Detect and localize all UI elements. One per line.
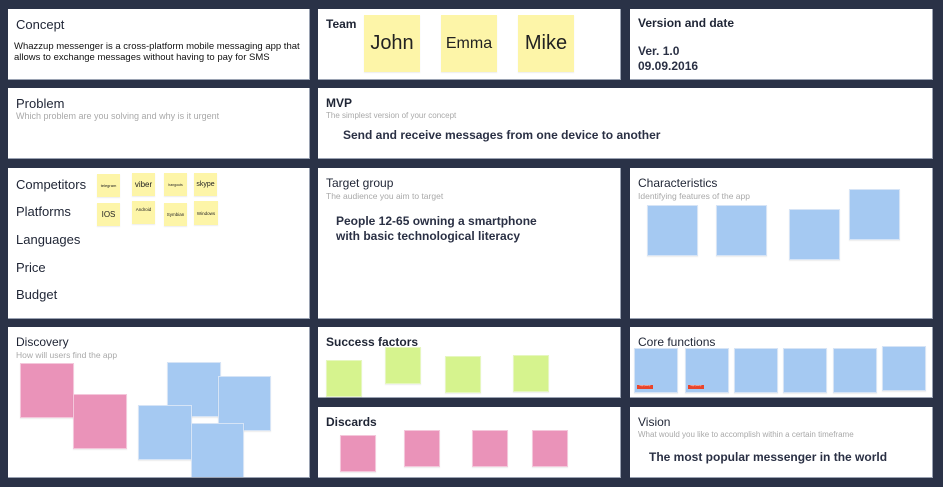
mvp-title: MVP bbox=[326, 96, 353, 110]
label-price: Price bbox=[16, 260, 46, 275]
note-text: telegram bbox=[100, 183, 117, 188]
team-title: Team bbox=[326, 17, 357, 31]
version-panel[interactable]: Version and date Ver. 1.0 09.09.2016 bbox=[630, 9, 933, 80]
characteristics-title: Characteristics bbox=[638, 176, 718, 190]
discovery-subtitle: How will users find the app bbox=[16, 350, 118, 360]
sticky-note-success-factor[interactable] bbox=[385, 347, 421, 384]
team-member-name: Emma bbox=[445, 34, 493, 52]
characteristics-subtitle: Identifying features of the app bbox=[638, 191, 750, 201]
priority-tag: High priority bbox=[637, 385, 653, 389]
priority-tag: High priority bbox=[688, 385, 704, 389]
version-number: Ver. 1.0 bbox=[638, 44, 680, 58]
sticky-note-emma[interactable]: Emma bbox=[441, 15, 497, 72]
core-functions-title: Core functions bbox=[638, 335, 716, 349]
sticky-note-telegram[interactable]: telegram bbox=[97, 174, 120, 197]
discards-title: Discards bbox=[326, 415, 377, 429]
version-title: Version and date bbox=[638, 16, 735, 30]
sticky-note-discovery[interactable] bbox=[138, 405, 192, 460]
mvp-panel[interactable]: MVP The simplest version of your concept… bbox=[318, 88, 933, 159]
vision-panel[interactable]: Vision What would you like to accomplish… bbox=[630, 407, 933, 478]
sticky-note-android[interactable]: Android bbox=[132, 201, 155, 224]
discovery-panel[interactable]: Discovery How will users find the app bbox=[8, 327, 310, 478]
team-member-name: John bbox=[370, 32, 414, 54]
sticky-note-discard[interactable] bbox=[532, 430, 568, 467]
discovery-title: Discovery bbox=[16, 335, 69, 349]
target-group-line1: People 12-65 owning a smartphone bbox=[336, 214, 537, 228]
success-factors-panel[interactable]: Success factors bbox=[318, 327, 621, 398]
sticky-note-ios[interactable]: IOS bbox=[97, 203, 120, 226]
sticky-note-discovery[interactable] bbox=[20, 363, 74, 418]
version-date: 09.09.2016 bbox=[638, 59, 699, 73]
label-budget: Budget bbox=[16, 287, 58, 302]
note-text: IOS bbox=[101, 210, 116, 219]
sticky-note-success-factor[interactable] bbox=[513, 355, 549, 392]
sticky-note-viber[interactable]: viber bbox=[132, 173, 155, 196]
target-group-subtitle: The audience you aim to target bbox=[326, 191, 444, 201]
sticky-note-core-function[interactable]: High priority bbox=[685, 348, 729, 393]
sticky-note-mike[interactable]: Mike bbox=[518, 15, 574, 72]
note-text: skype bbox=[196, 181, 215, 188]
sticky-note-discard[interactable] bbox=[472, 430, 508, 467]
sticky-note-john[interactable]: John bbox=[364, 15, 420, 72]
sticky-note-discovery[interactable] bbox=[73, 394, 127, 449]
sticky-note-core-function[interactable] bbox=[783, 348, 827, 393]
label-platforms: Platforms bbox=[16, 204, 71, 219]
concept-text: Whazzup messenger is a cross-platform mo… bbox=[14, 41, 300, 63]
vision-title: Vision bbox=[638, 415, 671, 429]
sticky-note-core-function[interactable] bbox=[882, 346, 926, 391]
core-functions-panel[interactable]: Core functions High priority High priori… bbox=[630, 327, 933, 398]
characteristics-panel[interactable]: Characteristics Identifying features of … bbox=[630, 168, 933, 319]
mvp-text: Send and receive messages from one devic… bbox=[343, 128, 661, 142]
sticky-note-characteristic[interactable] bbox=[647, 205, 698, 256]
sticky-note-skype[interactable]: skype bbox=[194, 173, 217, 196]
team-panel[interactable]: Team John Emma Mike bbox=[318, 9, 621, 80]
sticky-note-characteristic[interactable] bbox=[849, 189, 900, 240]
sticky-note-discovery[interactable] bbox=[191, 423, 244, 477]
label-languages: Languages bbox=[16, 232, 81, 247]
sticky-note-success-factor[interactable] bbox=[445, 356, 481, 393]
team-member-name: Mike bbox=[524, 32, 568, 54]
note-text: Windows bbox=[196, 210, 216, 216]
note-text: Symbian bbox=[166, 212, 185, 217]
vision-subtitle: What would you like to accomplish within… bbox=[638, 430, 854, 439]
sticky-note-discard[interactable] bbox=[404, 430, 440, 467]
note-text: hangouts bbox=[168, 182, 183, 187]
concept-panel[interactable]: Concept Whazzup messenger is a cross-pla… bbox=[8, 9, 310, 80]
sticky-note-success-factor[interactable] bbox=[326, 360, 362, 397]
sticky-note-characteristic[interactable] bbox=[789, 209, 840, 260]
mvp-subtitle: The simplest version of your concept bbox=[326, 111, 457, 120]
target-group-panel[interactable]: Target group The audience you aim to tar… bbox=[318, 168, 621, 319]
success-factors-title: Success factors bbox=[326, 335, 419, 349]
sticky-note-symbian[interactable]: Symbian bbox=[164, 203, 187, 226]
problem-subtitle: Which problem are you solving and why is… bbox=[16, 111, 220, 121]
problem-title: Problem bbox=[16, 96, 65, 111]
target-group-title: Target group bbox=[326, 176, 394, 190]
concept-title: Concept bbox=[16, 17, 65, 32]
vision-text: The most popular messenger in the world bbox=[649, 450, 888, 464]
sticky-note-characteristic[interactable] bbox=[716, 205, 767, 256]
label-competitors: Competitors bbox=[16, 177, 87, 192]
sticky-note-core-function[interactable]: High priority bbox=[634, 348, 678, 393]
problem-panel[interactable]: Problem Which problem are you solving an… bbox=[8, 88, 310, 159]
sticky-note-discard[interactable] bbox=[340, 435, 376, 472]
sticky-note-core-function[interactable] bbox=[734, 348, 778, 393]
sticky-note-discovery[interactable] bbox=[218, 376, 271, 431]
note-text: Android bbox=[135, 207, 152, 212]
target-group-line2: with basic technological literacy bbox=[336, 229, 521, 243]
note-text: viber bbox=[134, 180, 153, 189]
discards-panel[interactable]: Discards bbox=[318, 407, 621, 478]
details-panel[interactable]: Competitors Platforms Languages Price Bu… bbox=[8, 168, 310, 319]
sticky-note-core-function[interactable] bbox=[833, 348, 877, 393]
sticky-note-hangouts[interactable]: hangouts bbox=[164, 173, 187, 196]
sticky-note-windows[interactable]: Windows bbox=[194, 201, 218, 225]
